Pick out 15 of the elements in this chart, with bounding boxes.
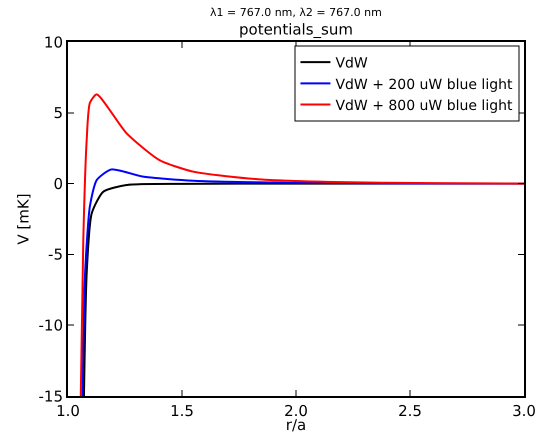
chart-subtitle: λ1 = 767.0 nm, λ2 = 767.0 nm (210, 6, 382, 19)
line-series (80, 93, 524, 396)
chart-title: potentials_sum (239, 20, 353, 38)
legend-label: VdW (335, 56, 368, 72)
y-tick-label: 0 (53, 174, 63, 193)
x-tick-label: 1.5 (170, 402, 194, 420)
legend-label: VdW + 800 uW blue light (335, 98, 513, 114)
y-axis-title: V [mK] (14, 193, 32, 245)
x-tick-label: 2.5 (398, 402, 422, 420)
y-tick-label: 5 (53, 104, 63, 122)
legend-label: VdW + 200 uW blue light (335, 76, 513, 93)
y-tick-label: -10 (38, 316, 63, 334)
y-tick-label: 10 (44, 33, 63, 52)
x-tick-label: 3.0 (512, 402, 536, 420)
y-tick-label: -5 (48, 246, 63, 264)
